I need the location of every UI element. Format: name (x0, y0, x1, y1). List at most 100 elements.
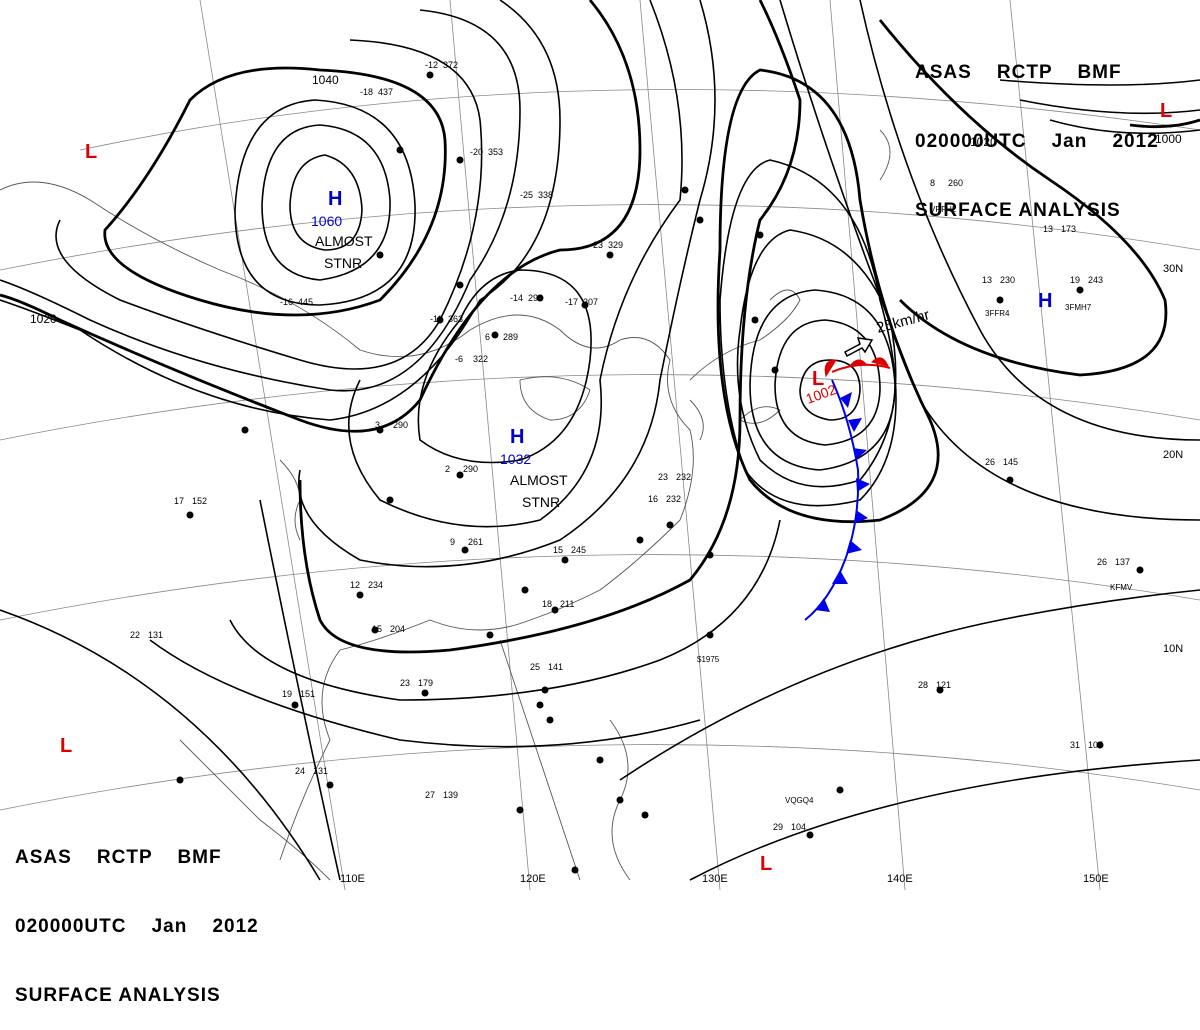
station-temperature: 17 (174, 496, 184, 506)
station-pressure: 329 (608, 240, 623, 250)
station-pressure: 437 (378, 87, 393, 97)
station-pressure: 261 (468, 537, 483, 547)
low-center-symbol: L (60, 735, 72, 757)
high-center-symbol: H (1038, 290, 1052, 312)
station-pressure: 131 (148, 630, 163, 640)
station-temperature: 15 (553, 545, 563, 555)
station-pressure: 131 (313, 766, 328, 776)
station-temperature: 22 (130, 630, 140, 640)
station-pressure: 338 (538, 190, 553, 200)
station-temperature: 13 (1043, 224, 1053, 234)
motion-arrow (844, 337, 874, 358)
station-pressure: 298 (528, 293, 543, 303)
station-temperature: 6 (485, 332, 490, 342)
isobar-label: 1020 (30, 312, 57, 326)
station-pressure: 141 (548, 662, 563, 672)
station-pressure: 145 (1003, 457, 1018, 467)
title-year: 2012 (212, 916, 259, 937)
high-center-note: ALMOST (510, 472, 568, 488)
ship-id: VQGQ4 (785, 796, 814, 805)
title-month: Jan (1051, 131, 1088, 152)
station-pressure: 105 (1088, 740, 1103, 750)
ship-id: 3FFR4 (985, 309, 1010, 318)
station-temperature: 29 (773, 822, 783, 832)
lat-label: 30N (1163, 263, 1183, 275)
station-pressure: 445 (298, 297, 313, 307)
ship-id: $1975 (697, 655, 720, 664)
title-year: 2012 (1112, 131, 1159, 152)
high-center-pressure: 1060 (311, 213, 342, 229)
station-pressure: 121 (936, 680, 951, 690)
station-temperature: -18 (360, 87, 373, 97)
station-temperature: 13 (982, 275, 992, 285)
isobars (0, 0, 1200, 881)
station-temperature: -16 (280, 297, 293, 307)
station-temperature: 2 (445, 464, 450, 474)
map-title-top: ASAS RCTP BMF 020000UTC Jan 2012 SURFACE… (915, 15, 1159, 245)
lat-label: 20N (1163, 449, 1183, 461)
title-kind: SURFACE ANALYSIS (915, 200, 1121, 221)
station-pressure: 232 (666, 494, 681, 504)
station-pressure: 363 (448, 314, 463, 324)
title-center: RCTP (996, 62, 1053, 83)
title-kind: SURFACE ANALYSIS (15, 985, 221, 1006)
high-center-note: STNR (522, 494, 560, 510)
station-pressure: 353 (488, 147, 503, 157)
high-center-note: STNR (324, 255, 362, 271)
station-temperature: 28 (918, 680, 928, 690)
coastlines (0, 129, 891, 881)
isobar-label: 1020 (970, 135, 997, 149)
high-center-symbol: H (328, 188, 342, 210)
station-temperature: 19 (282, 689, 292, 699)
station-temperature: 3 (375, 420, 380, 430)
low-center-symbol: L (1160, 100, 1172, 122)
low-center-symbol: L (760, 853, 772, 875)
station-temperature: 9 (450, 537, 455, 547)
ship-id: 3FMH7 (1065, 303, 1092, 312)
station-pressure: 211 (560, 599, 574, 609)
station-pressure: 173 (1061, 224, 1076, 234)
station-temperature: -12 (425, 60, 438, 70)
station-temperature: 25 (530, 662, 540, 672)
title-agency: ASAS (15, 847, 72, 868)
station-pressure: 290 (393, 420, 408, 430)
low-center-symbol: L (85, 141, 97, 163)
title-month: Jan (151, 916, 188, 937)
station-pressure: 152 (192, 496, 207, 506)
station-pressure: 260 (948, 178, 963, 188)
station-plots (176, 71, 1144, 874)
station-pressure: 243 (1088, 275, 1103, 285)
station-temperature: 27 (425, 790, 435, 800)
station-pressure: 372 (443, 60, 458, 70)
station-temperature: 23 (658, 472, 668, 482)
station-pressure: 307 (583, 297, 598, 307)
station-temperature: -20 (470, 147, 483, 157)
isobar-label: 1000 (1155, 132, 1182, 146)
station-pressure: 179 (418, 678, 433, 688)
station-pressure: 234 (368, 580, 383, 590)
station-temperature: -6 (455, 354, 463, 364)
high-center-pressure: 1032 (500, 451, 531, 467)
map-title-bottom: ASAS RCTP BMF 020000UTC Jan 2012 SURFACE… (15, 800, 259, 1030)
station-pressure: 151 (300, 689, 315, 699)
title-code: BMF (177, 847, 222, 868)
ship-id: KFMV (1110, 583, 1133, 592)
lat-label: 10N (1163, 643, 1183, 655)
station-pressure: 139 (443, 790, 458, 800)
title-center: RCTP (96, 847, 153, 868)
station-temperature: 26 (1097, 557, 1107, 567)
station-temperature: 12 (350, 580, 360, 590)
station-temperature: -23 (590, 240, 603, 250)
station-temperature: 15 (372, 624, 382, 634)
station-temperature: -11 (430, 314, 442, 324)
ship-id: VRFH2 (930, 205, 957, 214)
station-temperature: 23 (400, 678, 410, 688)
station-pressure: 230 (1000, 275, 1015, 285)
low-center-symbol: L (812, 368, 824, 390)
station-temperature: 19 (1070, 275, 1080, 285)
station-pressure: 104 (791, 822, 806, 832)
station-temperature: 24 (295, 766, 305, 776)
lon-label: 110E (340, 873, 365, 885)
station-pressure: 137 (1115, 557, 1130, 567)
station-pressure: 289 (503, 332, 518, 342)
